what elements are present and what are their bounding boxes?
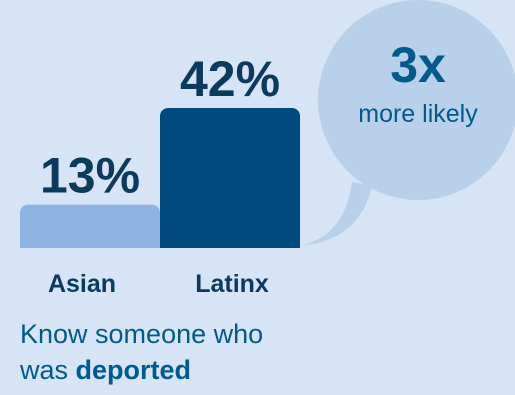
caption-emphasis: deported xyxy=(75,355,192,385)
bars-group: 13% Asian 42% Latinx xyxy=(20,51,300,298)
callout-bubble xyxy=(318,0,515,200)
value-label-asian: 13% xyxy=(40,148,140,204)
bar-asian xyxy=(20,204,160,248)
caption: Know someone who was deported xyxy=(20,316,360,388)
value-label-latinx: 42% xyxy=(180,51,280,107)
caption-line-1: Know someone who xyxy=(20,319,264,349)
callout-tail xyxy=(300,182,372,246)
callout-text: more likely xyxy=(358,100,478,128)
caption-line-2-prefix: was xyxy=(20,355,76,385)
callout-multiplier: 3x xyxy=(390,37,446,93)
caption-line-2: was deported xyxy=(20,352,360,388)
category-label-latinx: Latinx xyxy=(195,270,269,298)
bar-latinx xyxy=(160,108,300,248)
bar-base-latinx xyxy=(160,238,300,248)
category-label-asian: Asian xyxy=(48,270,116,298)
bar-base-asian xyxy=(20,238,160,248)
